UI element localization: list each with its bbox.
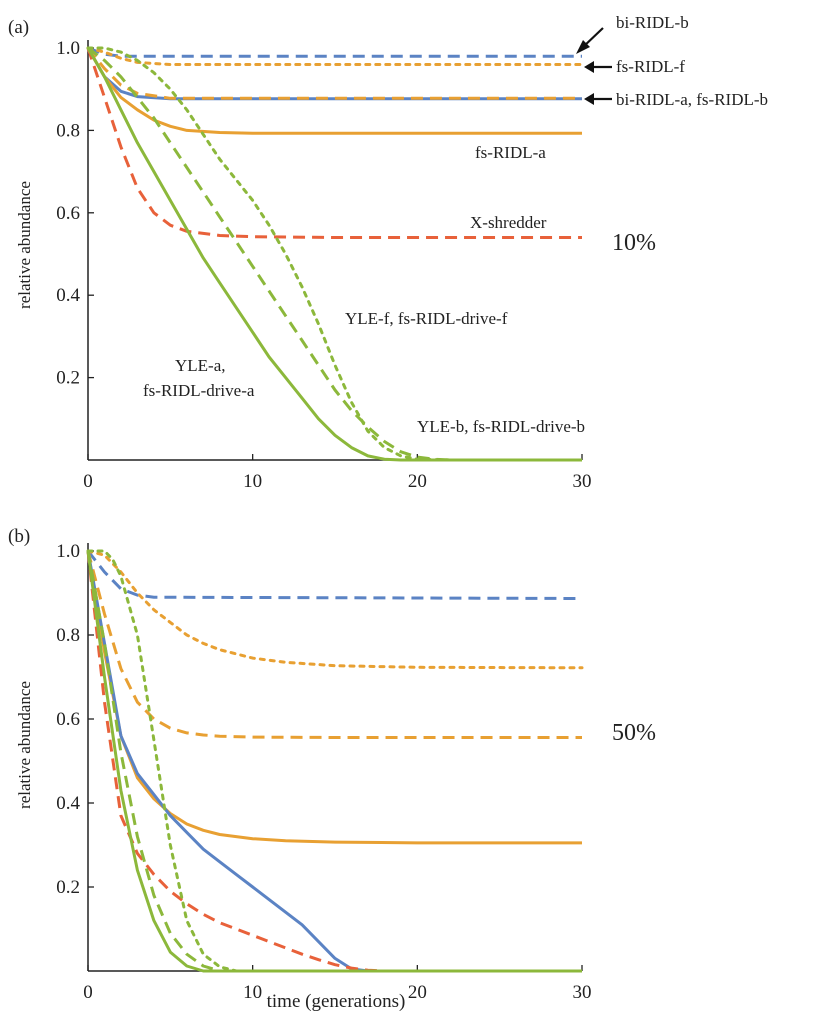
series-line-xshred bbox=[86, 47, 582, 239]
series-line-yle-a bbox=[86, 47, 582, 462]
panel-b: (b) relative abundance 50% time (generat… bbox=[8, 526, 656, 1011]
series-line-yle-a bbox=[86, 550, 582, 973]
series-line-yle-b bbox=[86, 550, 582, 973]
annotation-yle-f: YLE-f, fs-RIDL-drive-f bbox=[345, 309, 508, 328]
y-tick-label: 1.0 bbox=[56, 38, 80, 59]
annotation-yle-a-line2: fs-RIDL-drive-a bbox=[143, 381, 255, 400]
annotation-fs-ridl-f: fs-RIDL-f bbox=[616, 57, 685, 76]
annotation-bi-ridl-a-fs-ridl-b: bi-RIDL-a, fs-RIDL-b bbox=[616, 90, 768, 109]
annotation-bi-ridl-b: bi-RIDL-b bbox=[616, 13, 689, 32]
series-line-yle-f bbox=[86, 549, 584, 973]
y-tick-label: 0.2 bbox=[56, 877, 80, 898]
annotation-yle-b: YLE-b, fs-RIDL-drive-b bbox=[417, 417, 585, 436]
arrow-fs-ridl-f bbox=[584, 61, 612, 73]
y-tick-label: 0.8 bbox=[56, 625, 80, 646]
panel-a-release-label: 10% bbox=[612, 230, 656, 256]
y-tick-label: 1.0 bbox=[56, 541, 80, 562]
x-tick-label: 10 bbox=[243, 471, 262, 492]
annotation-x-shredder: X-shredder bbox=[470, 213, 547, 232]
y-tick-label: 0.4 bbox=[56, 793, 80, 814]
panel-a-ylabel: relative abundance bbox=[15, 181, 34, 309]
y-tick-label: 0.6 bbox=[56, 203, 80, 224]
x-tick-label: 0 bbox=[83, 471, 93, 492]
y-tick-label: 0.4 bbox=[56, 285, 80, 306]
panel-b-ylabel: relative abundance bbox=[15, 681, 34, 809]
y-tick-label: 0.2 bbox=[56, 368, 80, 389]
y-tick-label: 0.6 bbox=[56, 709, 80, 730]
panel-b-series-group bbox=[86, 549, 584, 973]
series-line-fs-b bbox=[86, 550, 582, 739]
panel-b-xlabel: time (generations) bbox=[267, 991, 406, 1011]
panel-b-label: (b) bbox=[8, 526, 30, 547]
x-tick-label: 20 bbox=[408, 982, 427, 1003]
panel-a-annotations: bi-RIDL-b fs-RIDL-f bi-RIDL-a, fs-RIDL-b… bbox=[143, 13, 768, 436]
series-line-xshred bbox=[86, 550, 582, 973]
panel-b-release-label: 50% bbox=[612, 720, 656, 746]
arrow-bi-ridl-a-fs-ridl-b bbox=[584, 93, 612, 105]
arrow-bi-ridl-b bbox=[576, 27, 604, 54]
series-line-bi-a bbox=[86, 550, 582, 973]
series-line-fs-f bbox=[86, 549, 584, 670]
annotation-yle-a-line1: YLE-a, bbox=[175, 356, 226, 375]
series-line-yle-b bbox=[87, 46, 582, 462]
series-line-fs-f bbox=[86, 46, 584, 66]
x-tick-label: 0 bbox=[83, 982, 93, 1003]
x-tick-label: 20 bbox=[408, 471, 427, 492]
x-tick-label: 30 bbox=[573, 471, 592, 492]
y-tick-label: 0.8 bbox=[56, 120, 80, 141]
series-line-bi-b bbox=[87, 46, 582, 58]
panel-a: (a) relative abundance 10% 0 10 20 30 0.2 0.4… bbox=[8, 13, 768, 492]
panel-a-series-group bbox=[86, 46, 584, 462]
series-line-fs-a bbox=[86, 47, 582, 135]
series-line-bi-b bbox=[86, 550, 583, 600]
panel-a-label: (a) bbox=[8, 17, 29, 38]
x-tick-label: 10 bbox=[243, 982, 262, 1003]
annotation-fs-ridl-a: fs-RIDL-a bbox=[475, 143, 546, 162]
x-tick-label: 30 bbox=[573, 982, 592, 1003]
series-line-yle-f bbox=[86, 46, 584, 462]
